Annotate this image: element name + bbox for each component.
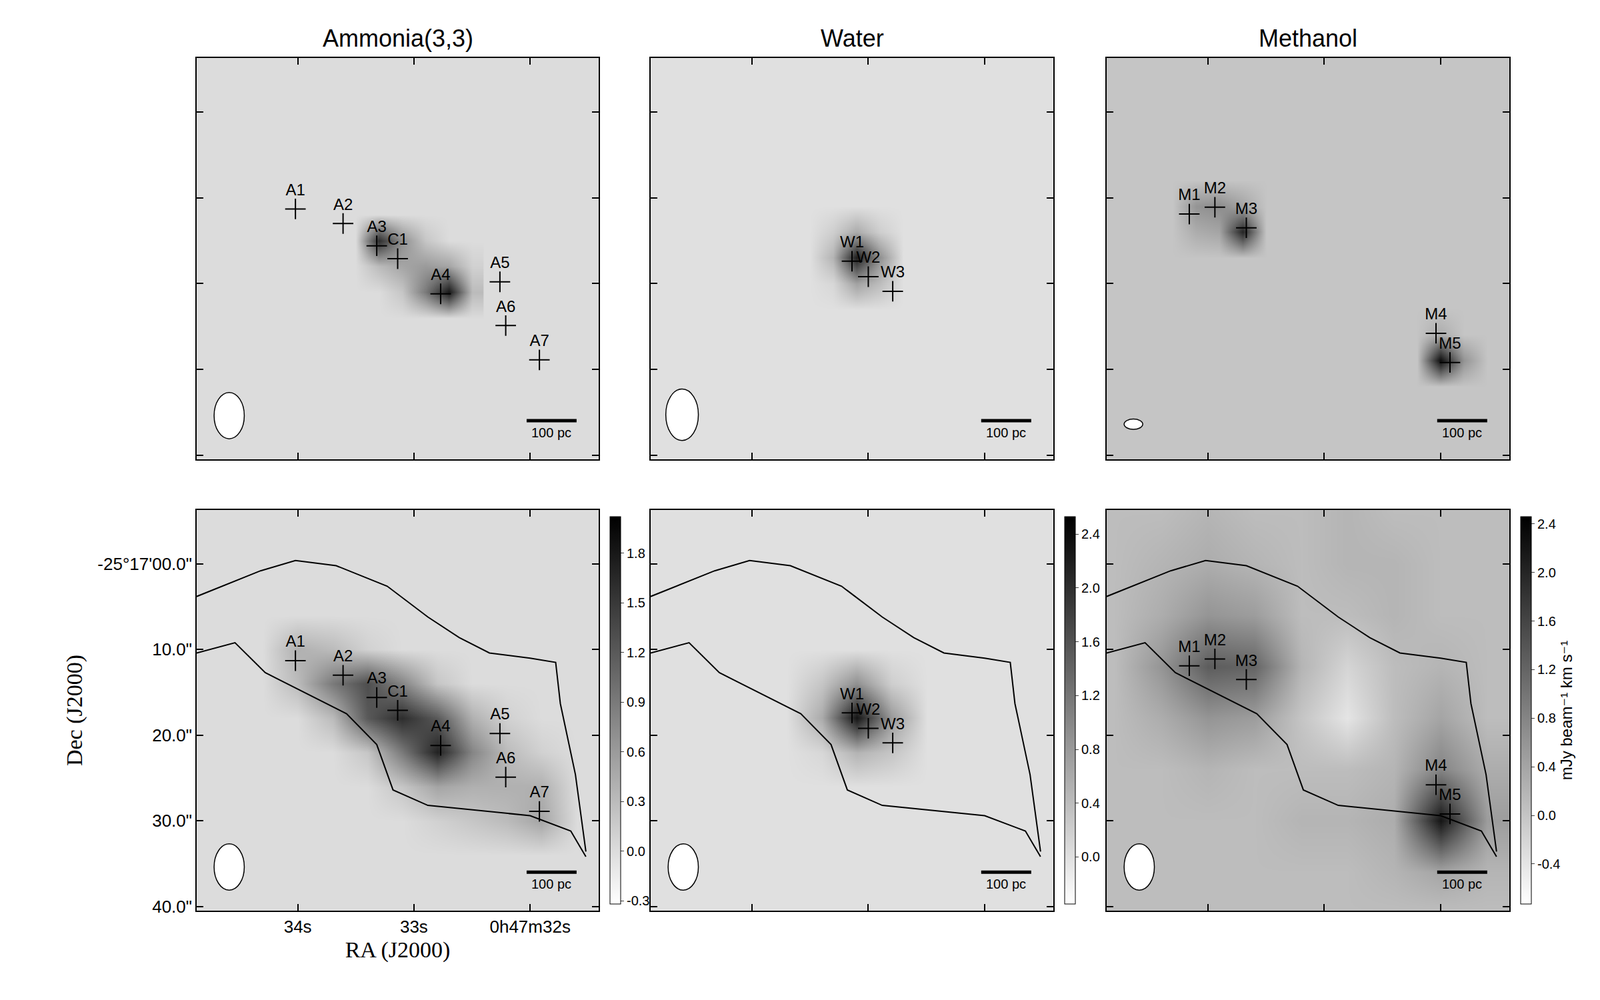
svg-text:0.9: 0.9 — [626, 694, 646, 710]
svg-text:0.0: 0.0 — [1081, 849, 1100, 864]
svg-text:0.4: 0.4 — [1081, 796, 1100, 811]
svg-text:30.0": 30.0" — [152, 810, 192, 831]
svg-text:A4: A4 — [430, 716, 450, 735]
svg-text:1.2: 1.2 — [1081, 688, 1100, 703]
svg-text:M1: M1 — [1178, 637, 1200, 656]
svg-text:0.0: 0.0 — [626, 844, 646, 859]
svg-text:M2: M2 — [1204, 630, 1226, 649]
svg-text:100 pc: 100 pc — [1442, 425, 1482, 440]
svg-text:C1: C1 — [387, 230, 408, 248]
svg-text:W2: W2 — [856, 248, 880, 266]
svg-text:0.4: 0.4 — [1537, 759, 1556, 774]
svg-text:A7: A7 — [529, 782, 549, 801]
svg-text:1.5: 1.5 — [626, 595, 646, 610]
svg-text:A3: A3 — [366, 217, 386, 236]
svg-text:Water: Water — [820, 24, 884, 52]
svg-text:0.3: 0.3 — [626, 794, 646, 809]
svg-text:A7: A7 — [529, 331, 549, 350]
svg-text:10.0": 10.0" — [152, 639, 192, 660]
svg-text:M3: M3 — [1235, 199, 1258, 218]
svg-text:W2: W2 — [856, 700, 880, 718]
svg-text:A5: A5 — [490, 704, 510, 723]
svg-text:0.0: 0.0 — [1537, 808, 1556, 823]
svg-text:A4: A4 — [430, 265, 450, 284]
svg-text:0.8: 0.8 — [1537, 710, 1556, 726]
svg-text:W3: W3 — [880, 262, 905, 281]
svg-text:20.0": 20.0" — [152, 725, 192, 746]
svg-text:1.6: 1.6 — [1537, 614, 1556, 629]
svg-text:0.6: 0.6 — [626, 744, 646, 760]
svg-text:A1: A1 — [285, 180, 305, 199]
svg-text:1.2: 1.2 — [1537, 662, 1556, 677]
svg-text:mJy beam⁻¹ km s⁻¹: mJy beam⁻¹ km s⁻¹ — [1557, 640, 1576, 780]
svg-text:100 pc: 100 pc — [1442, 876, 1482, 892]
svg-text:1.2: 1.2 — [626, 645, 646, 660]
svg-text:-0.4: -0.4 — [1537, 856, 1560, 872]
svg-text:1.8: 1.8 — [626, 546, 646, 561]
svg-text:1.6: 1.6 — [1081, 634, 1100, 650]
svg-text:100 pc: 100 pc — [531, 876, 572, 892]
svg-text:2.4: 2.4 — [1081, 526, 1100, 542]
svg-text:M4: M4 — [1424, 756, 1447, 774]
svg-text:0h47m32s: 0h47m32s — [489, 916, 570, 937]
svg-text:2.0: 2.0 — [1081, 580, 1100, 596]
svg-text:-25°17'00.0": -25°17'00.0" — [97, 554, 192, 574]
svg-text:100 pc: 100 pc — [986, 425, 1026, 440]
svg-text:A3: A3 — [366, 668, 386, 687]
svg-text:A1: A1 — [285, 632, 305, 650]
svg-text:M5: M5 — [1438, 785, 1461, 804]
svg-text:A6: A6 — [496, 748, 516, 767]
svg-text:40.0": 40.0" — [152, 896, 192, 917]
svg-text:M4: M4 — [1424, 304, 1447, 323]
svg-text:0.8: 0.8 — [1081, 742, 1100, 757]
svg-text:A6: A6 — [496, 297, 516, 316]
svg-text:W1: W1 — [840, 232, 864, 251]
svg-text:100 pc: 100 pc — [986, 876, 1026, 892]
svg-text:M1: M1 — [1178, 185, 1200, 204]
svg-text:C1: C1 — [387, 682, 408, 700]
svg-text:M5: M5 — [1438, 334, 1461, 352]
svg-text:-0.3: -0.3 — [626, 893, 650, 908]
svg-text:A5: A5 — [490, 253, 510, 272]
svg-text:M2: M2 — [1204, 178, 1226, 197]
svg-text:33s: 33s — [400, 916, 428, 937]
svg-text:2.0: 2.0 — [1537, 565, 1556, 580]
svg-text:Ammonia(3,3): Ammonia(3,3) — [322, 24, 474, 52]
svg-text:W3: W3 — [880, 714, 905, 733]
svg-text:Dec (J2000): Dec (J2000) — [62, 654, 88, 766]
svg-text:A2: A2 — [333, 195, 353, 214]
svg-text:Methanol: Methanol — [1258, 24, 1358, 52]
svg-text:34s: 34s — [284, 916, 312, 937]
svg-text:2.4: 2.4 — [1537, 516, 1556, 532]
svg-text:RA (J2000): RA (J2000) — [345, 937, 451, 963]
svg-text:M3: M3 — [1235, 651, 1258, 670]
svg-text:100 pc: 100 pc — [531, 425, 572, 440]
svg-text:W1: W1 — [840, 684, 864, 703]
svg-text:A2: A2 — [333, 646, 353, 665]
